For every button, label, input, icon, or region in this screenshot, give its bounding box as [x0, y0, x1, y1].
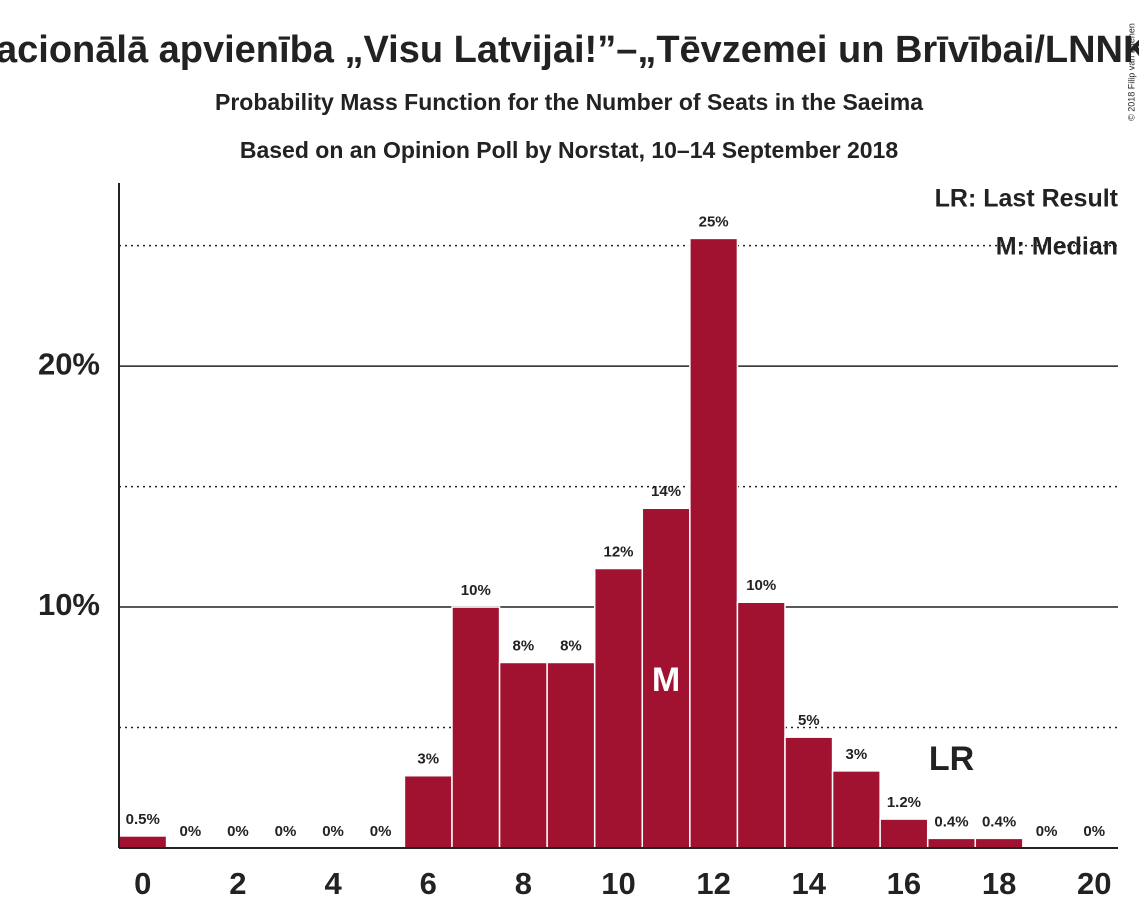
copyright: © 2018 Filip van Laenen [1126, 23, 1136, 121]
value-label: 0% [275, 823, 297, 840]
y-tick-label: 20% [38, 346, 100, 381]
value-label: 0.4% [934, 813, 968, 830]
bar [974, 837, 1024, 849]
value-label: 0% [180, 823, 202, 840]
x-tick-label: 18 [982, 866, 1016, 901]
value-label: 0.4% [982, 813, 1016, 830]
bar [118, 835, 168, 849]
value-label: 0% [227, 823, 249, 840]
chart-subtitle: Probability Mass Function for the Number… [215, 89, 923, 115]
value-label: 10% [746, 577, 776, 594]
value-label: 0% [1083, 823, 1105, 840]
x-tick-label: 12 [696, 866, 730, 901]
value-label: 0% [322, 823, 344, 840]
value-label: 8% [560, 637, 582, 654]
x-tick-label: 14 [792, 866, 827, 901]
bar [736, 601, 786, 849]
value-label: 0% [370, 823, 392, 840]
chart-title: Nacionālā apvienība „Visu Latvijai!”–„Tē… [0, 29, 1139, 71]
x-tick-label: 16 [887, 866, 921, 901]
bar [546, 661, 596, 849]
chart-subtitle: Based on an Opinion Poll by Norstat, 10–… [240, 137, 898, 163]
y-tick-label: 10% [38, 587, 100, 622]
bar [879, 818, 929, 849]
legend-entry: LR: Last Result [935, 185, 1119, 213]
value-label: 25% [699, 213, 729, 230]
x-tick-label: 0 [134, 866, 151, 901]
bar [689, 237, 739, 849]
x-tick-label: 2 [229, 866, 246, 901]
x-tick-label: 8 [515, 866, 532, 901]
bar [784, 736, 834, 849]
bar [926, 837, 977, 849]
last-result-marker: LR [929, 740, 974, 778]
x-tick-label: 6 [420, 866, 437, 901]
value-label: 0.5% [126, 811, 160, 828]
legend-entry: M: Median [996, 233, 1118, 261]
value-label: 5% [798, 712, 820, 729]
bar [831, 770, 881, 849]
median-marker: M [652, 661, 680, 699]
bar [641, 507, 691, 849]
value-label: 1.2% [887, 794, 921, 811]
value-label: 3% [846, 746, 868, 763]
value-label: 8% [513, 637, 535, 654]
x-tick-label: 10 [601, 866, 635, 901]
bar [498, 661, 548, 849]
value-label: 10% [461, 582, 491, 599]
x-tick-label: 20 [1077, 866, 1111, 901]
bar [451, 606, 501, 849]
bar [403, 774, 453, 849]
bar [593, 567, 644, 849]
value-label: 12% [603, 543, 633, 560]
value-label: 3% [417, 751, 439, 768]
x-tick-label: 4 [324, 866, 342, 901]
value-label: 14% [651, 483, 681, 500]
value-label: 0% [1036, 823, 1058, 840]
